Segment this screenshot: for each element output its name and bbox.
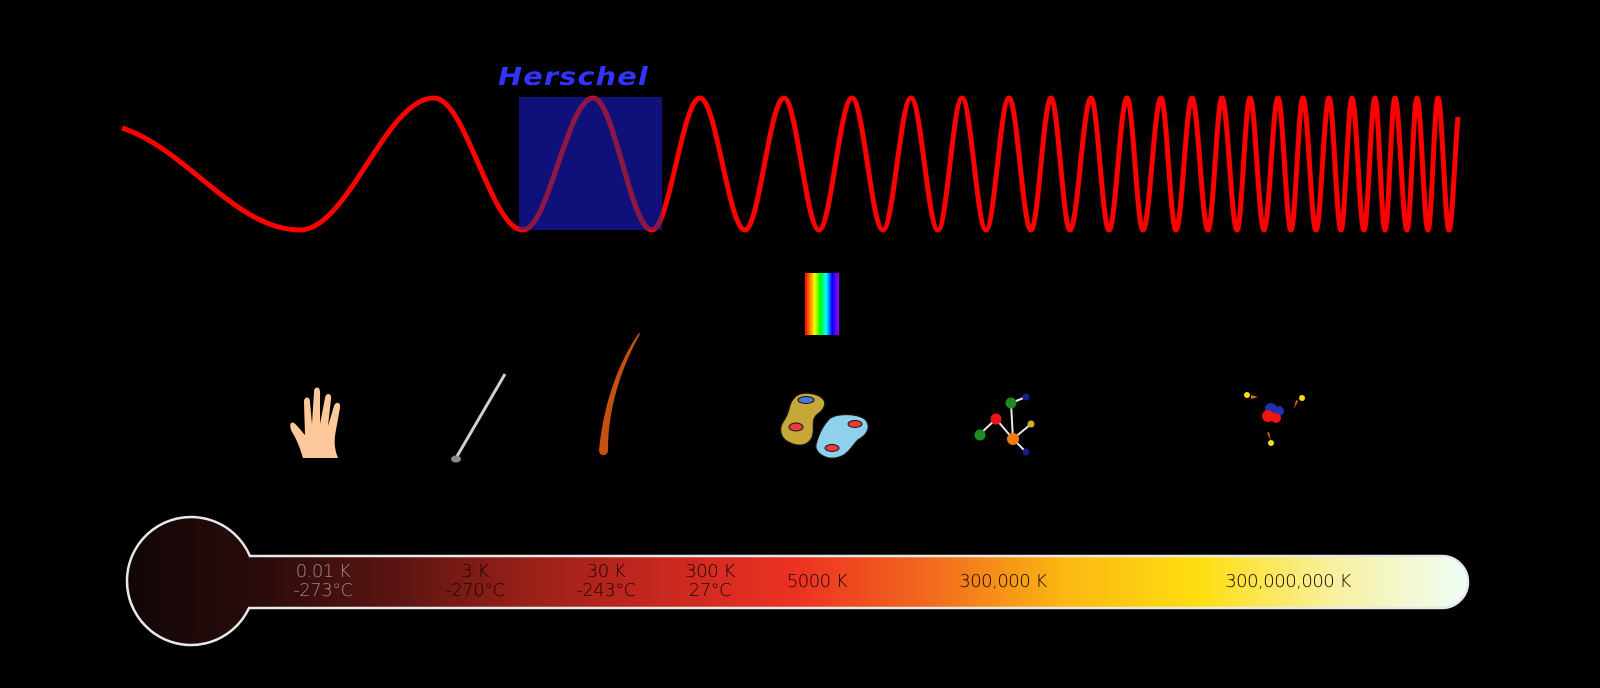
celsius-value: 27°C	[688, 580, 732, 601]
temp-label-300000000k: 300,000,000 K	[1225, 572, 1351, 591]
cells-icon	[779, 392, 870, 460]
bee-stinger-icon	[599, 333, 640, 456]
kelvin-value: 3 K	[461, 561, 489, 582]
celsius-value: -243°C	[576, 580, 636, 601]
celsius-value: -270°C	[445, 580, 505, 601]
kelvin-value: 0.01 K	[295, 561, 351, 582]
kelvin-value: 300,000 K	[959, 571, 1047, 592]
visible-spectrum-icon	[805, 273, 839, 335]
thermometer	[125, 515, 1470, 647]
molecules-icon	[974, 393, 1035, 456]
atoms-icon	[1244, 392, 1305, 446]
pinhead-icon	[451, 373, 507, 463]
temp-label-300000k: 300,000 K	[959, 571, 1047, 592]
electromagnetic-wave	[121, 95, 1461, 233]
celsius-value: -273°C	[293, 580, 353, 601]
kelvin-value: 300,000,000 K	[1225, 571, 1351, 592]
temp-label-5000k: 5000 K	[786, 571, 848, 592]
herschel-label: Herschel	[498, 62, 649, 91]
hand-icon	[290, 387, 341, 458]
temp-label-0-01k: 0.01 K -273°C	[293, 561, 353, 601]
kelvin-value: 300 K	[685, 561, 735, 582]
temp-label-3k: 3 K -270°C	[445, 561, 505, 601]
temp-label-300k: 300 K 27°C	[685, 561, 735, 601]
kelvin-value: 30 K	[586, 561, 626, 582]
kelvin-value: 5000 K	[786, 571, 848, 592]
temp-label-30k: 30 K -243°C	[576, 561, 636, 601]
